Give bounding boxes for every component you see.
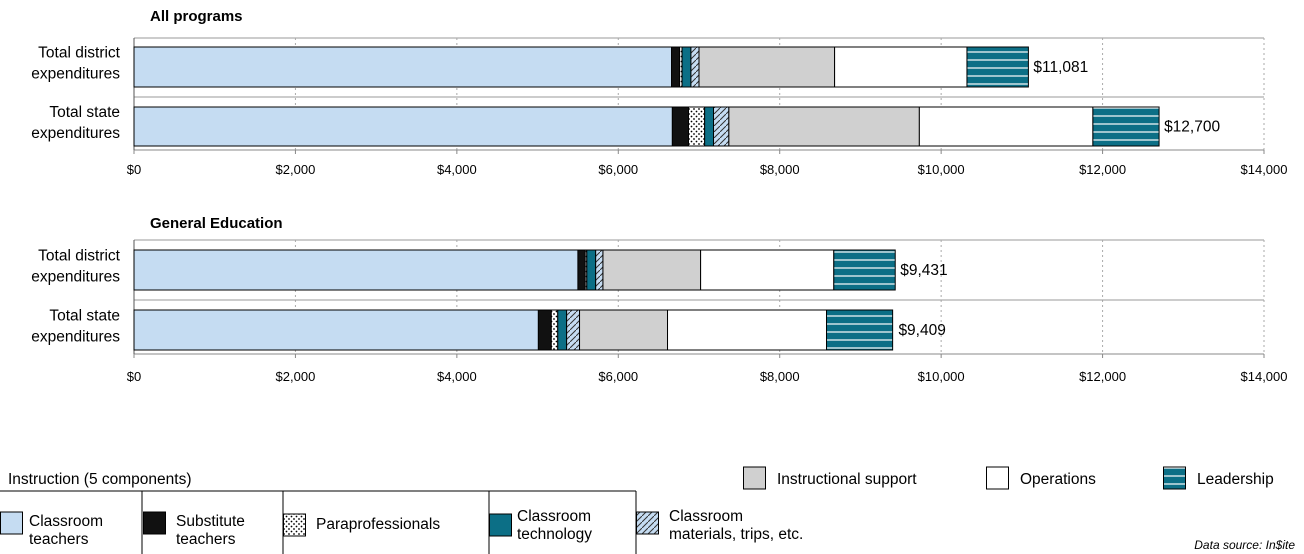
legend-swatch-classroom-materials-trips-etc	[636, 511, 659, 535]
legend-swatch-substitute-teachers	[143, 511, 166, 535]
bar-segment-instructional-support	[698, 46, 836, 88]
legend-swatch-instructional-support	[743, 466, 766, 490]
x-tick-label: $2,000	[276, 369, 316, 384]
x-tick-label: $10,000	[918, 369, 965, 384]
x-tick-label: $2,000	[276, 162, 316, 177]
legend-swatch-paraprofessionals	[283, 513, 306, 537]
chart-title: General Education	[150, 215, 283, 232]
legend-label: Classroom	[669, 508, 743, 525]
x-tick-label: $4,000	[437, 369, 477, 384]
legend-label: teachers	[29, 531, 89, 548]
bar-segment-classroom-teachers	[133, 106, 673, 147]
legend-label: Paraprofessionals	[316, 516, 440, 533]
bar-segment-leadership	[826, 309, 894, 351]
bar-segment-classroom-materials-trips-etc	[690, 46, 700, 88]
x-tick-label: $12,000	[1079, 162, 1126, 177]
bar-total-label: $12,700	[1164, 119, 1220, 136]
bar-total-label: $9,409	[898, 322, 945, 339]
category-label: expenditures	[31, 66, 120, 83]
bar-segment-operations	[700, 249, 835, 291]
legend: Instruction (5 components)Classroomteach…	[0, 466, 1274, 554]
category-label: expenditures	[31, 269, 120, 286]
bar-segment-classroom-technology	[557, 309, 568, 351]
bar-segment-classroom-technology	[586, 249, 597, 291]
legend-swatch-leadership	[1163, 466, 1186, 490]
legend-group-label: Instruction (5 components)	[8, 471, 192, 488]
x-tick-label: $10,000	[918, 162, 965, 177]
bar-segment-instructional-support	[579, 309, 669, 351]
legend-swatch-classroom-teachers	[0, 511, 23, 535]
bar-segment-leadership	[833, 249, 896, 291]
legend-label: Classroom	[29, 513, 103, 530]
bar-segment-operations	[667, 309, 828, 351]
bar-segment-leadership	[1092, 106, 1160, 147]
x-tick-label: $14,000	[1241, 162, 1288, 177]
x-tick-label: $4,000	[437, 162, 477, 177]
bar-segment-substitute-teachers	[671, 106, 690, 147]
bar-segment-paraprofessionals	[688, 106, 706, 147]
bar-segment-leadership	[966, 46, 1029, 88]
legend-label: Classroom	[517, 508, 591, 525]
data-source-note: Data source: In$ite	[1194, 538, 1295, 552]
bar-segment-substitute-teachers	[671, 46, 681, 88]
category-label: expenditures	[31, 125, 120, 142]
legend-label: Substitute	[176, 513, 245, 530]
chart-panel-general-education: General Education $0 $2,000 $4,000 $6,000 $8,…	[31, 215, 1287, 384]
x-tick-label: $0	[127, 162, 141, 177]
bar-segment-substitute-teachers	[577, 249, 586, 291]
chart-panel-all-programs: All programs $0 $2,000 $4,000 $6,000 $8,000 $1…	[31, 8, 1287, 177]
category-label: Total state	[49, 104, 120, 121]
bar-segment-classroom-technology	[681, 46, 692, 88]
bar-segment-classroom-materials-trips-etc	[713, 106, 730, 147]
category-label: expenditures	[31, 329, 120, 346]
category-label: Total district	[38, 248, 121, 265]
bar-segment-classroom-teachers	[133, 309, 539, 351]
bar-segment-substitute-teachers	[537, 309, 552, 351]
x-tick-label: $8,000	[760, 369, 800, 384]
legend-swatch-operations	[986, 466, 1009, 490]
legend-label: Operations	[1020, 471, 1096, 488]
legend-label: Instructional support	[777, 471, 917, 488]
bar-segment-paraprofessionals	[550, 309, 559, 351]
legend-label: materials, trips, etc.	[669, 526, 803, 543]
bar-segment-classroom-teachers	[133, 249, 579, 291]
x-tick-label: $14,000	[1241, 369, 1288, 384]
bar-segment-operations	[918, 106, 1094, 147]
bar-segment-operations	[834, 46, 968, 88]
chart-title: All programs	[150, 8, 243, 25]
bar-total-label: $11,081	[1033, 59, 1088, 76]
bar-segment-classroom-materials-trips-etc	[566, 309, 581, 351]
x-tick-label: $12,000	[1079, 369, 1126, 384]
category-label: Total district	[38, 45, 121, 62]
bar-segment-classroom-materials-trips-etc	[595, 249, 604, 291]
bar-segment-instructional-support	[602, 249, 702, 291]
category-label: Total state	[49, 308, 120, 325]
x-tick-label: $0	[127, 369, 141, 384]
x-tick-label: $6,000	[598, 369, 638, 384]
legend-swatch-classroom-technology	[489, 513, 512, 537]
bar-segment-classroom-technology	[704, 106, 715, 147]
x-tick-label: $6,000	[598, 162, 638, 177]
bar-segment-classroom-teachers	[133, 46, 673, 88]
x-tick-label: $8,000	[760, 162, 800, 177]
bar-total-label: $9,431	[900, 262, 947, 279]
bar-segment-instructional-support	[728, 106, 920, 147]
legend-label: teachers	[176, 531, 236, 548]
legend-label: technology	[517, 526, 592, 543]
legend-label: Leadership	[1197, 471, 1274, 488]
